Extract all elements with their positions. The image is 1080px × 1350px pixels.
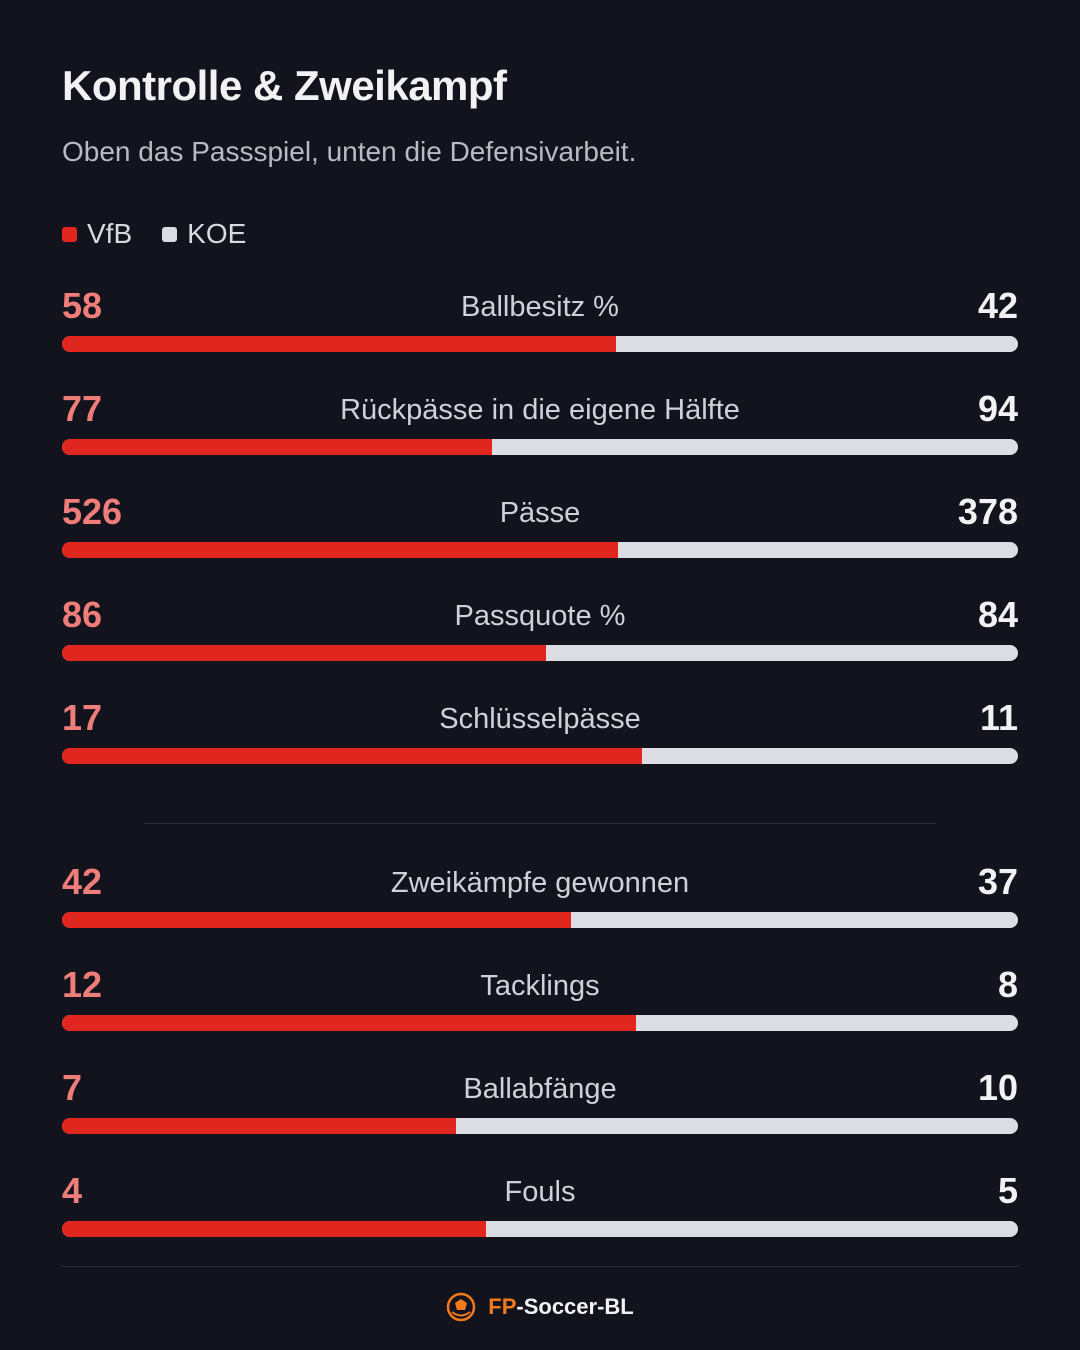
- koe-value: 11: [979, 697, 1018, 738]
- stat-bar-vfb: [62, 542, 618, 558]
- vfb-value: 7: [62, 1067, 83, 1108]
- stat-bar-koe: [62, 748, 1018, 764]
- ball-logo-icon: [447, 1292, 476, 1322]
- stat-bar-koe: [62, 645, 1018, 661]
- koe-value: 42: [977, 285, 1018, 326]
- stat-bar-koe: [62, 1221, 1018, 1237]
- legend-swatch-koe: [162, 226, 178, 242]
- stat-row: 17 Schlüsselpässe 11: [62, 697, 1018, 777]
- stat-row: 77 Rückpässe in die eigene Hälfte 94: [62, 388, 1018, 468]
- vfb-value: 17: [62, 697, 103, 738]
- stat-label: Rückpässe in die eigene Hälfte: [340, 394, 740, 426]
- stat-label: Zweikämpfe gewonnen: [390, 867, 690, 899]
- legend-item-koe: KOE: [162, 218, 246, 250]
- vfb-value: 77: [62, 388, 103, 429]
- stat-bar-koe: [62, 439, 1018, 455]
- stat-row: 7 Ballabfänge 10: [62, 1067, 1018, 1147]
- koe-value: 37: [977, 861, 1018, 902]
- stat-bar-koe: [62, 336, 1018, 352]
- stat-label: Ballbesitz %: [461, 291, 619, 323]
- vfb-value: 12: [62, 964, 103, 1005]
- stat-label: Schlüsselpässe: [439, 703, 641, 735]
- legend-swatch-vfb: [62, 226, 77, 242]
- stat-row: 526 Pässe 378: [62, 491, 1018, 571]
- koe-value: 5: [997, 1170, 1018, 1211]
- stat-bar-vfb: [62, 748, 642, 764]
- brand-accent: FP: [488, 1294, 517, 1319]
- stat-label: Tacklings: [480, 970, 600, 1002]
- stat-bar-vfb: [62, 1221, 486, 1237]
- koe-value: 10: [977, 1067, 1018, 1108]
- koe-value: 8: [997, 964, 1018, 1005]
- chart-subtitle: Oben das Passspiel, unten die Defensivar…: [62, 136, 637, 167]
- stat-label: Pässe: [499, 497, 581, 529]
- stat-label: Fouls: [504, 1176, 576, 1208]
- stat-bar-koe: [62, 912, 1018, 928]
- stat-label: Passquote %: [454, 600, 626, 632]
- koe-value: 378: [957, 491, 1018, 532]
- stat-label: Ballabfänge: [463, 1073, 617, 1105]
- stat-row: 42 Zweikämpfe gewonnen 37: [62, 861, 1018, 941]
- footer-brand: FP -Soccer-BL: [0, 1292, 1080, 1322]
- koe-value: 94: [977, 388, 1018, 429]
- vfb-value: 42: [62, 861, 103, 902]
- vfb-value: 58: [62, 285, 103, 326]
- stat-bar-koe: [62, 542, 1018, 558]
- koe-value: 84: [977, 594, 1018, 635]
- stat-bar-vfb: [62, 336, 616, 352]
- stat-bar-vfb: [62, 439, 492, 455]
- stat-bar-koe: [62, 1015, 1018, 1031]
- stat-bar-vfb: [62, 1015, 636, 1031]
- legend: VfB KOE: [62, 218, 276, 250]
- vfb-value: 526: [62, 491, 123, 532]
- stat-row: 58 Ballbesitz % 42: [62, 285, 1018, 365]
- legend-item-vfb: VfB: [62, 218, 132, 250]
- section-divider: [144, 823, 936, 824]
- stat-bar-vfb: [62, 645, 546, 661]
- legend-label-vfb: VfB: [87, 218, 133, 249]
- stat-row: 12 Tacklings 8: [62, 964, 1018, 1044]
- stat-bar-koe: [62, 1118, 1018, 1134]
- stat-row: 86 Passquote % 84: [62, 594, 1018, 674]
- footer-divider: [62, 1266, 1018, 1267]
- legend-label-koe: KOE: [187, 218, 247, 249]
- brand-rest: -Soccer-BL: [516, 1294, 634, 1319]
- stat-bar-vfb: [62, 912, 571, 928]
- chart-title: Kontrolle & Zweikampf: [62, 62, 507, 109]
- stat-bar-vfb: [62, 1118, 456, 1134]
- stat-row: 4 Fouls 5: [62, 1170, 1018, 1250]
- vfb-value: 86: [62, 594, 103, 635]
- vfb-value: 4: [62, 1170, 83, 1211]
